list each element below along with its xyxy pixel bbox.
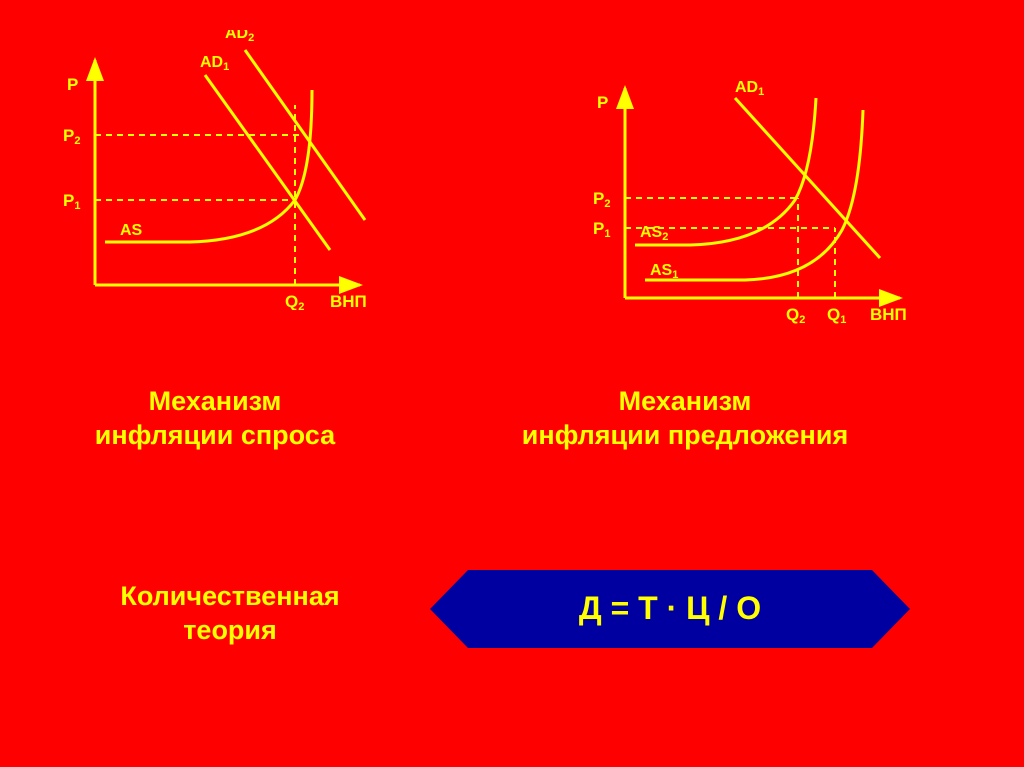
caption-left-line2: инфляции спроса	[95, 420, 335, 450]
caption-left-line1: Механизм	[149, 386, 282, 416]
quantitative-theory-label: Количественная теория	[80, 580, 380, 648]
svg-text:AD2: AD2	[225, 30, 254, 44]
svg-text:P: P	[597, 93, 608, 112]
theory-line2: теория	[183, 615, 277, 645]
svg-text:AS1: AS1	[650, 262, 678, 281]
formula-hexagon: Д = Т · Ц / О	[430, 570, 910, 648]
svg-text:P1: P1	[63, 191, 80, 212]
supply-inflation-caption: Механизм инфляции предложения	[470, 385, 900, 453]
svg-text:AD1: AD1	[735, 80, 764, 98]
svg-text:AD1: AD1	[200, 54, 229, 73]
supply-inflation-svg: P ВНП P1 P2 Q1 Q2 AS1 AS2 AD1	[580, 80, 920, 330]
supply-inflation-chart: P ВНП P1 P2 Q1 Q2 AS1 AS2 AD1	[580, 80, 920, 330]
demand-inflation-chart: P ВНП P1 P2 Q2 AS AD1 AD2	[50, 30, 380, 310]
theory-line1: Количественная	[120, 581, 339, 611]
svg-text:Q1: Q1	[827, 305, 846, 326]
svg-text:ВНП: ВНП	[330, 292, 367, 310]
svg-text:P2: P2	[63, 126, 80, 147]
demand-inflation-svg: P ВНП P1 P2 Q2 AS AD1 AD2	[50, 30, 380, 310]
formula-text: Д = Т · Ц / О	[430, 590, 910, 627]
caption-right-line2: инфляции предложения	[522, 420, 848, 450]
svg-text:P2: P2	[593, 189, 610, 210]
svg-text:P1: P1	[593, 219, 610, 240]
svg-text:ВНП: ВНП	[870, 305, 907, 324]
svg-text:Q2: Q2	[786, 305, 805, 326]
svg-text:P: P	[67, 75, 78, 94]
svg-text:AS: AS	[120, 222, 143, 239]
demand-inflation-caption: Механизм инфляции спроса	[60, 385, 370, 453]
svg-text:Q2: Q2	[285, 292, 304, 310]
svg-text:AS2: AS2	[640, 224, 668, 243]
caption-right-line1: Механизм	[619, 386, 752, 416]
